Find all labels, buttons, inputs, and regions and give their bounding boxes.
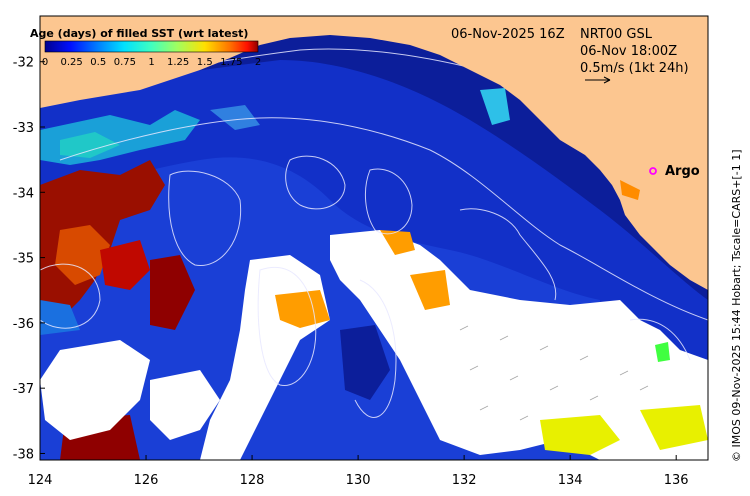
credit-text: © IMOS 09-Nov-2025 15:44 Hobart; Tscale=… xyxy=(730,150,743,462)
header-date: 06-Nov-2025 16Z xyxy=(451,27,565,42)
plot-frame xyxy=(39,15,709,461)
colorbar-gradient xyxy=(44,40,259,53)
header-time: 06-Nov 18:00Z xyxy=(580,44,677,59)
colorbar-tick-label: 2 xyxy=(255,57,261,68)
yellow-patch-b xyxy=(640,405,708,450)
y-tick-label: -33 xyxy=(13,121,34,136)
darkred-patch-mid xyxy=(150,255,195,330)
cloud-mask-west xyxy=(40,340,150,440)
green-patch xyxy=(655,342,670,362)
orange-patch-west xyxy=(55,225,110,285)
cyan-patch-ne xyxy=(480,88,510,125)
colorbar-tick-label: 1.25 xyxy=(167,57,189,68)
x-tick-label: 132 xyxy=(452,473,477,488)
teal-patch xyxy=(60,132,120,158)
colorbar-tick-label: 0.75 xyxy=(114,57,136,68)
x-tick-label: 130 xyxy=(346,473,371,488)
y-tick-label: -34 xyxy=(13,186,34,201)
colorbar-ticks: 0 0.25 0.5 0.75 1 1.25 1.5 1.75 2 xyxy=(42,57,261,68)
contour-8 xyxy=(40,263,101,329)
header-scale: 0.5m/s (1kt 24h) xyxy=(580,61,689,76)
contour-9 xyxy=(354,279,397,418)
x-tick-label: 136 xyxy=(664,473,689,488)
colorbar-title: Age (days) of filled SST (wrt latest) xyxy=(30,27,248,40)
x-tick-label: 124 xyxy=(28,473,53,488)
coastal-orange-patch xyxy=(620,180,640,200)
colorbar-tick-label: 0.25 xyxy=(60,57,82,68)
blue-patch-sw xyxy=(40,300,80,335)
contour-10 xyxy=(629,318,691,361)
colorbar-tick-label: 0.5 xyxy=(90,57,106,68)
contour-2 xyxy=(59,117,708,321)
y-tick-label: -38 xyxy=(13,447,34,462)
colorbar-tick-label: 1 xyxy=(148,57,154,68)
blue-patch xyxy=(210,105,260,130)
orange-patch-c xyxy=(275,290,330,328)
contour-4 xyxy=(285,155,346,210)
contour-7 xyxy=(257,266,317,386)
y-tick-label: -36 xyxy=(13,317,34,332)
land-mass xyxy=(40,16,708,290)
x-tick-label: 134 xyxy=(558,473,583,488)
header-product: NRT00 GSL xyxy=(580,27,653,42)
contour-6 xyxy=(459,208,557,301)
scale-arrow xyxy=(585,76,611,84)
x-tick-label: 126 xyxy=(134,473,159,488)
argo-marker[interactable] xyxy=(649,167,657,175)
ocean-gap-south xyxy=(340,325,390,400)
y-axis-ticks: -32 -33 -34 -35 -36 -37 -38 xyxy=(13,56,45,462)
colorbar-tick-label: 1.75 xyxy=(220,57,242,68)
y-tick-label: -35 xyxy=(13,252,34,267)
red-patch-west xyxy=(100,240,150,290)
orange-patch-a xyxy=(380,230,415,255)
x-axis-ticks: 124 126 128 130 132 134 136 xyxy=(28,455,689,488)
contour-3 xyxy=(168,170,242,267)
current-vectors xyxy=(459,325,649,421)
colorbar-tick-label: 0 xyxy=(42,57,48,68)
y-tick-label: -32 xyxy=(13,56,34,71)
y-tick-label: -37 xyxy=(13,382,34,397)
yellow-patch-a xyxy=(540,415,620,455)
plot-area xyxy=(40,16,708,460)
contour-5 xyxy=(365,168,413,235)
colorbar-tick-label: 1.5 xyxy=(197,57,213,68)
orange-patch-b xyxy=(410,270,450,310)
x-tick-label: 128 xyxy=(240,473,265,488)
argo-label: Argo xyxy=(665,164,700,179)
cloud-mask-sw xyxy=(150,370,220,440)
